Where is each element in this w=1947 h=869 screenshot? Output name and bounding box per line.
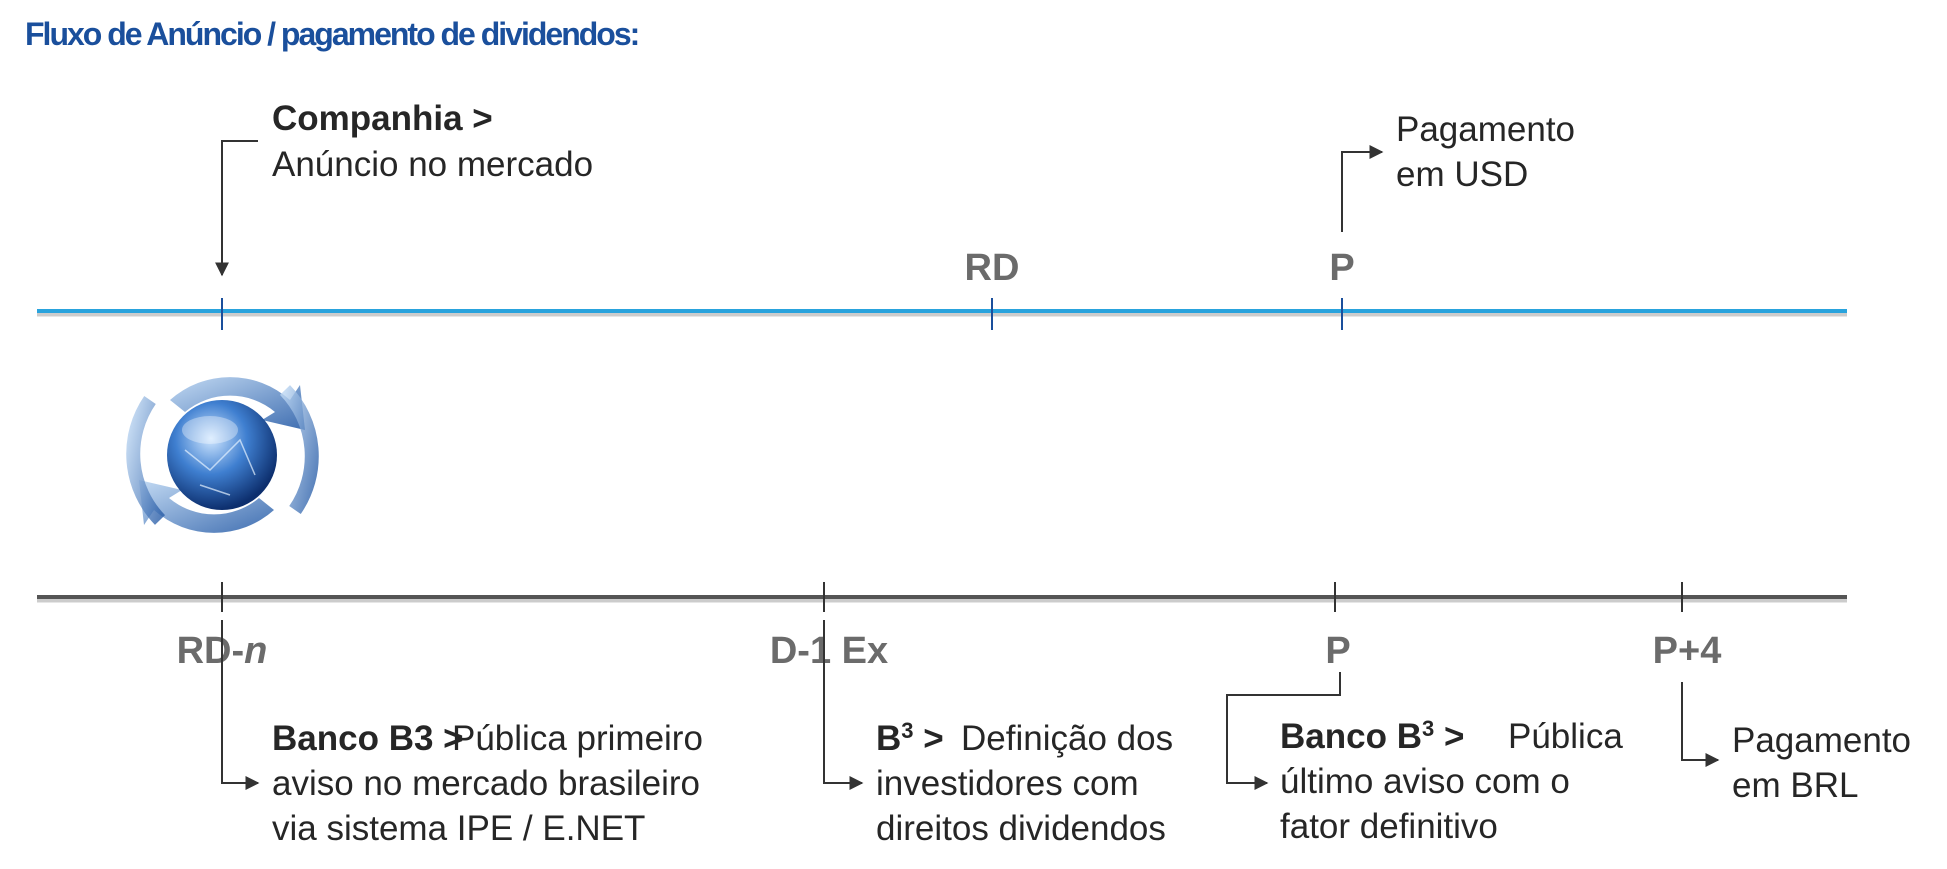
note-head: Banco B3 > xyxy=(1280,716,1464,756)
payment-line: em USD xyxy=(1396,155,1528,194)
note-line: Pública xyxy=(1508,717,1623,756)
note-line: aviso no mercado brasileiro xyxy=(272,764,700,803)
note-head: Banco B3 > xyxy=(272,719,464,758)
note-line: Pagamento xyxy=(1732,721,1911,760)
note-head-part: B xyxy=(876,719,901,758)
note-line: fator definitivo xyxy=(1280,807,1498,846)
note-line: investidores com xyxy=(876,764,1139,803)
arrow xyxy=(1226,672,1341,790)
note-line: Pública primeiro xyxy=(452,719,703,758)
note-line: via sistema IPE / E.NET xyxy=(272,809,645,848)
marker-label: P xyxy=(1325,630,1350,672)
arrow xyxy=(215,140,258,277)
note-line: direitos dividendos xyxy=(876,809,1166,848)
note-head-part: > xyxy=(914,719,944,758)
note-line: último aviso com o xyxy=(1280,762,1570,801)
marker-label: RD xyxy=(965,247,1020,289)
marker-label: P+4 xyxy=(1653,630,1722,672)
marker-text: n xyxy=(244,630,267,672)
arrow xyxy=(1341,145,1384,232)
note-head: B3 > xyxy=(876,718,944,758)
note-line: Definição dos xyxy=(961,719,1173,758)
announce-head: Companhia > xyxy=(272,99,493,138)
marker-label: D-1 Ex xyxy=(770,630,888,672)
arrow xyxy=(1681,682,1720,767)
arrow xyxy=(823,620,864,790)
marker-label: RD-n xyxy=(177,630,268,672)
marker-text: RD- xyxy=(177,630,245,672)
note-head-part: Banco B xyxy=(1280,717,1422,756)
marker-label: P xyxy=(1329,247,1354,289)
note-head-part: > xyxy=(1434,717,1464,756)
globe-icon xyxy=(126,377,319,533)
announce-line: Anúncio no mercado xyxy=(272,145,593,184)
note-head-part: 3 xyxy=(901,718,913,743)
title: Fluxo de Anúncio / pagamento de dividend… xyxy=(25,16,638,52)
payment-line: Pagamento xyxy=(1396,110,1575,149)
arrow xyxy=(221,620,260,790)
note-line: em BRL xyxy=(1732,766,1858,805)
note-head-part: 3 xyxy=(1422,716,1434,741)
